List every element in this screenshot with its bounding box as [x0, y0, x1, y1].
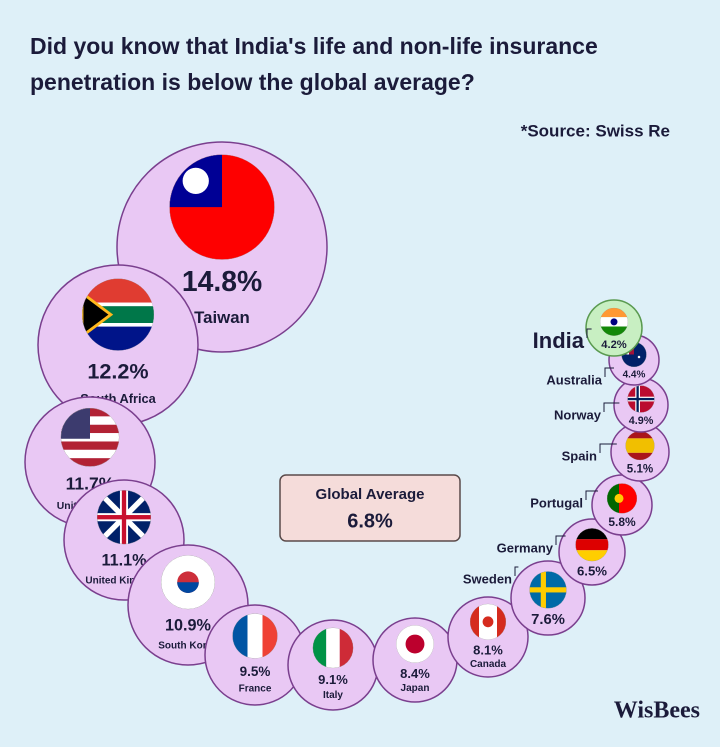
category-label: South Korea: [158, 640, 218, 651]
value-label: 10.9%: [165, 616, 211, 634]
category-label: Japan: [401, 683, 430, 694]
flag: [625, 431, 655, 461]
category-label: France: [239, 684, 272, 695]
flag: [169, 154, 275, 260]
source: *Source: Swiss Re: [521, 121, 670, 140]
value-label: 5.8%: [608, 515, 636, 529]
logo: WisBees: [614, 698, 700, 724]
value-label: 14.8%: [182, 266, 262, 298]
flag: [161, 555, 215, 610]
value-label: 9.1%: [318, 672, 348, 687]
flag: [396, 625, 434, 663]
value-label: 6.5%: [577, 563, 607, 578]
connector: [603, 402, 620, 412]
category-label: Canada: [470, 659, 507, 670]
flag: [232, 613, 278, 659]
connector: [555, 535, 566, 545]
flag: [600, 307, 628, 336]
value-label: 4.4%: [623, 370, 646, 381]
flag: [529, 571, 567, 609]
flag: [575, 528, 609, 562]
category-label: Portugal: [530, 495, 583, 510]
value-label: 9.5%: [240, 664, 271, 679]
connector: [604, 367, 614, 377]
connector: [514, 566, 519, 576]
category-label: Taiwan: [194, 308, 250, 327]
connector: [599, 443, 617, 453]
title: Did you know that India's life and non-l…: [30, 33, 598, 95]
value-label: 11.1%: [101, 551, 146, 569]
category-label: Norway: [554, 407, 602, 422]
category-label: Sweden: [463, 571, 512, 586]
flag: [82, 278, 154, 351]
category-label: India: [533, 328, 585, 353]
flag: [607, 483, 637, 514]
value-label: 8.1%: [473, 642, 503, 657]
connector: [585, 490, 598, 500]
category-label: Germany: [497, 540, 554, 555]
reference-value: 6.8%: [347, 510, 393, 532]
category-label: United Kingdom: [85, 575, 162, 586]
category-label: Spain: [562, 448, 597, 463]
value-label: 12.2%: [87, 359, 148, 384]
value-label: 7.6%: [531, 612, 565, 628]
flag: [60, 408, 120, 467]
reference-label: Global Average: [316, 486, 425, 503]
reference-box: [279, 474, 461, 542]
value-label: 5.1%: [627, 462, 653, 475]
category-label: Italy: [323, 690, 343, 701]
value-label: 4.9%: [629, 415, 654, 427]
value-label: 4.2%: [601, 339, 627, 351]
connector: [586, 328, 592, 338]
flag: [627, 385, 655, 413]
flag: [470, 603, 506, 640]
flag: [312, 627, 354, 669]
value-label: 8.4%: [400, 666, 430, 681]
category-label: Australia: [546, 372, 602, 387]
flag: [97, 490, 151, 545]
